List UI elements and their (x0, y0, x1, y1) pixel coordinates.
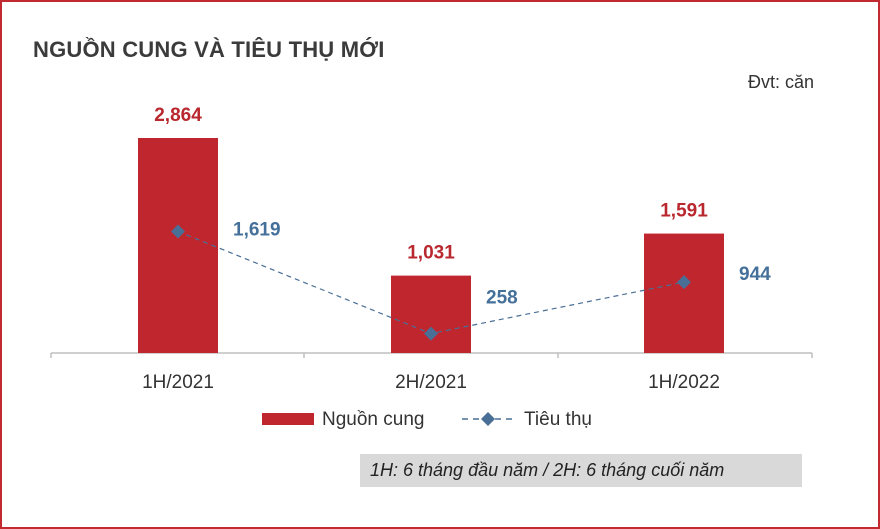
x-tick-label: 1H/2021 (142, 372, 214, 393)
x-tick-label: 1H/2022 (648, 372, 720, 393)
x-tick-label: 2H/2021 (395, 372, 467, 393)
bar-value-label: 1,591 (660, 201, 708, 222)
line-value-label: 258 (486, 288, 518, 309)
footnote-text: 1H: 6 tháng đầu năm / 2H: 6 tháng cuối n… (370, 460, 725, 480)
unit-label: Đvt: căn (747, 72, 814, 92)
legend-swatch-supply (262, 413, 314, 425)
consumption-marker-diamond (677, 275, 691, 290)
chart-title: NGUỒN CUNG VÀ TIÊU THỤ MỚI (33, 37, 385, 62)
bar-1h-2022 (644, 233, 724, 353)
line-value-label: 944 (739, 264, 771, 285)
legend-label-consumption: Tiêu thụ (524, 409, 592, 430)
legend-swatch-consumption-marker (481, 412, 495, 426)
bar-value-label: 1,031 (407, 243, 455, 264)
bar-1h-2021 (138, 138, 218, 353)
legend-label-supply: Nguồn cung (322, 409, 424, 430)
footnote-box: 1H: 6 tháng đầu năm / 2H: 6 tháng cuối n… (360, 454, 802, 487)
bar-value-label: 2,864 (154, 105, 202, 126)
line-value-label: 1,619 (233, 219, 281, 240)
consumption-marker-diamond (171, 224, 185, 239)
bar-2h-2021 (391, 275, 471, 353)
consumption-marker-diamond (424, 326, 438, 341)
